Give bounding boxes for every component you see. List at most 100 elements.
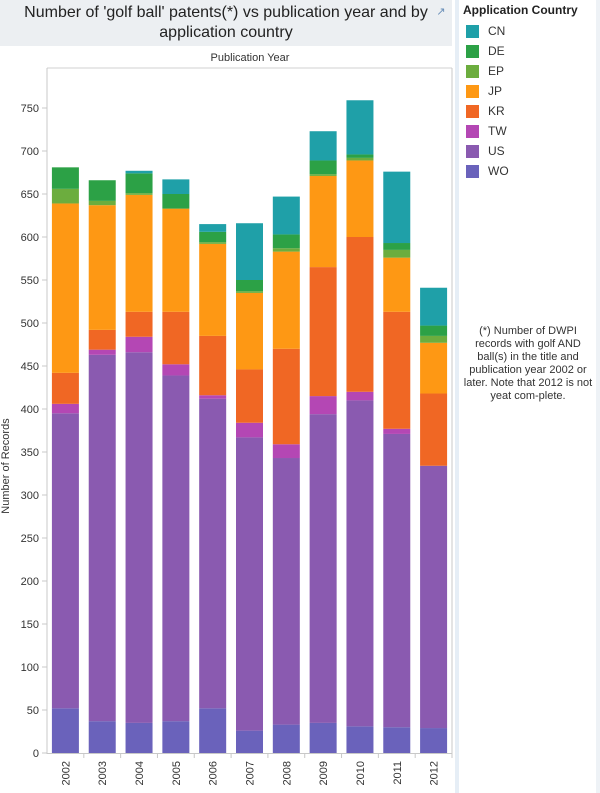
external-link-icon[interactable]: ↗ xyxy=(436,6,446,18)
bar-segment-kr-2011[interactable] xyxy=(383,311,411,429)
bar-segment-kr-2002[interactable] xyxy=(51,372,79,404)
bar-segment-wo-2002[interactable] xyxy=(51,708,79,753)
legend-item-tw[interactable]: TW xyxy=(463,121,595,141)
bar-segment-us-2012[interactable] xyxy=(420,465,448,729)
bar-segment-de-2011[interactable] xyxy=(383,243,411,250)
bar-segment-jp-2011[interactable] xyxy=(383,257,411,312)
bar-segment-kr-2009[interactable] xyxy=(309,267,337,397)
bar-segment-ep-2010[interactable] xyxy=(346,157,374,161)
bar-segment-tw-2008[interactable] xyxy=(272,444,300,459)
bar-segment-cn-2005[interactable] xyxy=(162,179,190,194)
bar-segment-ep-2008[interactable] xyxy=(272,248,300,252)
bar-segment-ep-2009[interactable] xyxy=(309,174,337,176)
bar-segment-kr-2007[interactable] xyxy=(236,369,263,423)
bar-segment-us-2005[interactable] xyxy=(162,375,190,722)
bar-segment-jp-2007[interactable] xyxy=(236,292,263,370)
bar-segment-wo-2012[interactable] xyxy=(420,728,448,753)
legend-swatch xyxy=(466,84,479,98)
bar-segment-ep-2003[interactable] xyxy=(88,200,116,206)
bar-segment-cn-2007[interactable] xyxy=(236,223,263,280)
bar-segment-de-2002[interactable] xyxy=(51,167,79,189)
bar-segment-wo-2008[interactable] xyxy=(272,724,300,753)
footnote: (*) Number of DWPI records with golf AND… xyxy=(463,325,593,402)
bar-segment-jp-2006[interactable] xyxy=(199,243,227,336)
legend-item-us[interactable]: US xyxy=(463,141,595,161)
legend-item-jp[interactable]: JP xyxy=(463,81,595,101)
bar-segment-jp-2003[interactable] xyxy=(88,205,116,330)
bar-segment-cn-2011[interactable] xyxy=(383,171,411,244)
bar-segment-wo-2011[interactable] xyxy=(383,727,411,753)
bar-segment-jp-2004[interactable] xyxy=(125,194,153,312)
bar-segment-wo-2007[interactable] xyxy=(236,730,263,753)
bar-segment-tw-2007[interactable] xyxy=(236,422,263,438)
bar-segment-wo-2010[interactable] xyxy=(346,726,374,753)
legend-label: TW xyxy=(488,124,507,138)
bar-segment-tw-2010[interactable] xyxy=(346,391,374,401)
bar-segment-jp-2002[interactable] xyxy=(51,203,79,373)
bar-segment-us-2007[interactable] xyxy=(236,437,263,731)
bar-segment-us-2010[interactable] xyxy=(346,400,374,727)
bar-segment-de-2004[interactable] xyxy=(125,173,153,194)
bar-segment-tw-2006[interactable] xyxy=(199,395,227,399)
bar-segment-jp-2005[interactable] xyxy=(162,208,190,312)
bar-segment-de-2005[interactable] xyxy=(162,194,190,209)
bar-segment-kr-2006[interactable] xyxy=(199,335,227,396)
bar-segment-jp-2010[interactable] xyxy=(346,160,374,237)
stacked-bar-chart: Publication Year Number of Records 0 50 10… xyxy=(0,52,453,785)
bar-segment-us-2003[interactable] xyxy=(88,354,116,722)
bar-segment-cn-2009[interactable] xyxy=(309,131,337,161)
bar-segment-tw-2011[interactable] xyxy=(383,428,411,434)
y-tick-label: 600 xyxy=(21,232,39,244)
bar-segment-wo-2006[interactable] xyxy=(199,708,227,753)
bar-segment-de-2010[interactable] xyxy=(346,154,374,158)
legend-swatch xyxy=(466,104,479,118)
bar-segment-de-2009[interactable] xyxy=(309,160,337,175)
bar-segment-ep-2004[interactable] xyxy=(125,193,153,195)
bar-segment-kr-2004[interactable] xyxy=(125,311,153,337)
legend-item-wo[interactable]: WO xyxy=(463,161,595,181)
bar-segment-de-2008[interactable] xyxy=(272,234,300,249)
bar-segment-tw-2003[interactable] xyxy=(88,349,116,355)
bar-segment-cn-2010[interactable] xyxy=(346,100,374,155)
bar-segment-de-2012[interactable] xyxy=(420,325,448,336)
bar-segment-cn-2006[interactable] xyxy=(199,224,227,232)
bar-segment-de-2006[interactable] xyxy=(199,231,227,243)
bar-segment-wo-2004[interactable] xyxy=(125,722,153,753)
bar-segment-de-2003[interactable] xyxy=(88,180,116,201)
bar-segment-cn-2004[interactable] xyxy=(125,170,153,174)
bar-segment-cn-2012[interactable] xyxy=(420,287,448,326)
legend-item-de[interactable]: DE xyxy=(463,41,595,61)
bar-segment-kr-2005[interactable] xyxy=(162,311,190,365)
bar-segment-ep-2011[interactable] xyxy=(383,249,411,258)
bar-segment-us-2008[interactable] xyxy=(272,458,300,725)
bar-segment-us-2009[interactable] xyxy=(309,414,337,723)
bar-segment-kr-2012[interactable] xyxy=(420,393,448,466)
bar-segment-cn-2008[interactable] xyxy=(272,196,300,235)
bar-segment-jp-2012[interactable] xyxy=(420,342,448,394)
bar-segment-tw-2005[interactable] xyxy=(162,364,190,376)
bar-segment-ep-2002[interactable] xyxy=(51,188,79,204)
bar-segment-kr-2003[interactable] xyxy=(88,329,116,350)
bar-segment-ep-2006[interactable] xyxy=(199,242,227,244)
bar-segment-kr-2008[interactable] xyxy=(272,348,300,445)
bar-segment-us-2002[interactable] xyxy=(51,413,79,709)
bar-segment-ep-2012[interactable] xyxy=(420,335,448,343)
bar-segment-ep-2007[interactable] xyxy=(236,291,263,293)
bar-segment-wo-2003[interactable] xyxy=(88,721,116,753)
bar-segment-us-2006[interactable] xyxy=(199,398,227,709)
bar-segment-us-2004[interactable] xyxy=(125,352,153,723)
legend-item-cn[interactable]: CN xyxy=(463,21,595,41)
x-tick-label: 2005 xyxy=(171,761,183,785)
legend-item-ep[interactable]: EP xyxy=(463,61,595,81)
bar-segment-kr-2010[interactable] xyxy=(346,237,374,392)
bar-segment-tw-2002[interactable] xyxy=(51,403,79,414)
bar-segment-de-2007[interactable] xyxy=(236,280,263,292)
legend-item-kr[interactable]: KR xyxy=(463,101,595,121)
bar-segment-tw-2004[interactable] xyxy=(125,336,153,353)
bar-segment-tw-2009[interactable] xyxy=(309,396,337,415)
bar-segment-us-2011[interactable] xyxy=(383,433,411,728)
bar-segment-wo-2005[interactable] xyxy=(162,721,190,753)
bar-segment-jp-2008[interactable] xyxy=(272,251,300,349)
bar-segment-wo-2009[interactable] xyxy=(309,722,337,753)
bar-segment-jp-2009[interactable] xyxy=(309,175,337,268)
